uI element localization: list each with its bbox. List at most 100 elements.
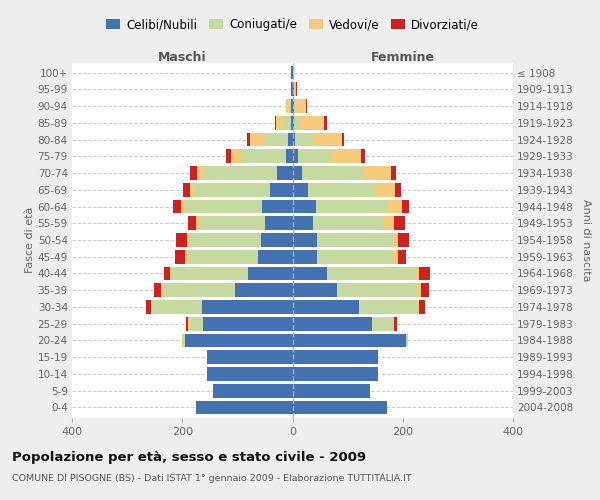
Bar	[260, 233, 293, 247]
Bar	[271, 183, 293, 196]
Bar	[308, 183, 375, 196]
Bar	[188, 216, 196, 230]
Bar	[293, 132, 295, 146]
Bar	[181, 200, 185, 213]
Y-axis label: Fasce di età: Fasce di età	[25, 207, 35, 273]
Bar	[293, 66, 294, 80]
Bar	[361, 150, 365, 163]
Bar	[406, 334, 408, 347]
Bar	[186, 317, 188, 330]
Text: Maschi: Maschi	[158, 51, 206, 64]
Bar	[306, 99, 307, 113]
Bar	[293, 116, 294, 130]
Bar	[293, 367, 378, 381]
Bar	[152, 300, 202, 314]
Bar	[199, 216, 265, 230]
Bar	[299, 116, 325, 130]
Bar	[293, 99, 294, 113]
Bar	[146, 300, 151, 314]
Bar	[391, 166, 396, 180]
Bar	[289, 99, 291, 113]
Bar	[398, 233, 409, 247]
Bar	[185, 200, 262, 213]
Bar	[393, 250, 398, 264]
Bar	[154, 284, 161, 297]
Bar	[419, 300, 425, 314]
Bar	[185, 334, 293, 347]
Bar	[288, 132, 293, 146]
Bar	[293, 233, 317, 247]
Bar	[293, 334, 406, 347]
Bar	[293, 400, 388, 414]
Bar	[296, 82, 298, 96]
Bar	[188, 250, 259, 264]
Bar	[212, 384, 293, 398]
Bar	[185, 250, 188, 264]
Bar	[293, 350, 378, 364]
Bar	[164, 266, 170, 280]
Bar	[296, 99, 306, 113]
Bar	[235, 284, 293, 297]
Bar	[172, 266, 248, 280]
Bar	[247, 132, 250, 146]
Bar	[388, 200, 401, 213]
Bar	[384, 216, 394, 230]
Bar	[317, 250, 393, 264]
Bar	[196, 400, 293, 414]
Bar	[317, 233, 393, 247]
Bar	[173, 200, 181, 213]
Bar	[241, 150, 286, 163]
Bar	[176, 233, 187, 247]
Bar	[276, 116, 284, 130]
Bar	[316, 200, 388, 213]
Bar	[393, 233, 398, 247]
Bar	[394, 216, 405, 230]
Bar	[207, 367, 293, 381]
Bar	[375, 183, 395, 196]
Bar	[302, 166, 364, 180]
Bar	[401, 200, 409, 213]
Bar	[421, 284, 428, 297]
Bar	[207, 350, 293, 364]
Bar	[293, 82, 296, 96]
Legend: Celibi/Nubili, Coniugati/e, Vedovi/e, Divorziati/e: Celibi/Nubili, Coniugati/e, Vedovi/e, Di…	[101, 14, 484, 36]
Bar	[292, 82, 293, 96]
Bar	[197, 166, 204, 180]
Bar	[187, 233, 190, 247]
Bar	[163, 284, 235, 297]
Bar	[250, 132, 265, 146]
Bar	[326, 266, 416, 280]
Bar	[294, 99, 296, 113]
Bar	[291, 116, 293, 130]
Bar	[416, 300, 419, 314]
Bar	[293, 166, 302, 180]
Bar	[286, 150, 293, 163]
Bar	[190, 183, 194, 196]
Bar	[190, 233, 260, 247]
Bar	[286, 99, 289, 113]
Bar	[293, 150, 298, 163]
Bar	[184, 183, 190, 196]
Bar	[293, 300, 359, 314]
Bar	[293, 183, 308, 196]
Bar	[151, 300, 152, 314]
Bar	[204, 166, 277, 180]
Bar	[364, 166, 391, 180]
Bar	[394, 317, 397, 330]
Bar	[293, 216, 313, 230]
Bar	[196, 216, 199, 230]
Bar	[202, 300, 293, 314]
Y-axis label: Anni di nascita: Anni di nascita	[581, 198, 590, 281]
Bar	[194, 183, 271, 196]
Bar	[398, 250, 406, 264]
Bar	[293, 200, 316, 213]
Bar	[337, 284, 418, 297]
Bar	[175, 250, 185, 264]
Bar	[416, 266, 419, 280]
Bar	[161, 284, 163, 297]
Bar	[277, 166, 293, 180]
Bar	[275, 116, 276, 130]
Bar	[373, 317, 394, 330]
Bar	[293, 284, 337, 297]
Bar	[259, 250, 293, 264]
